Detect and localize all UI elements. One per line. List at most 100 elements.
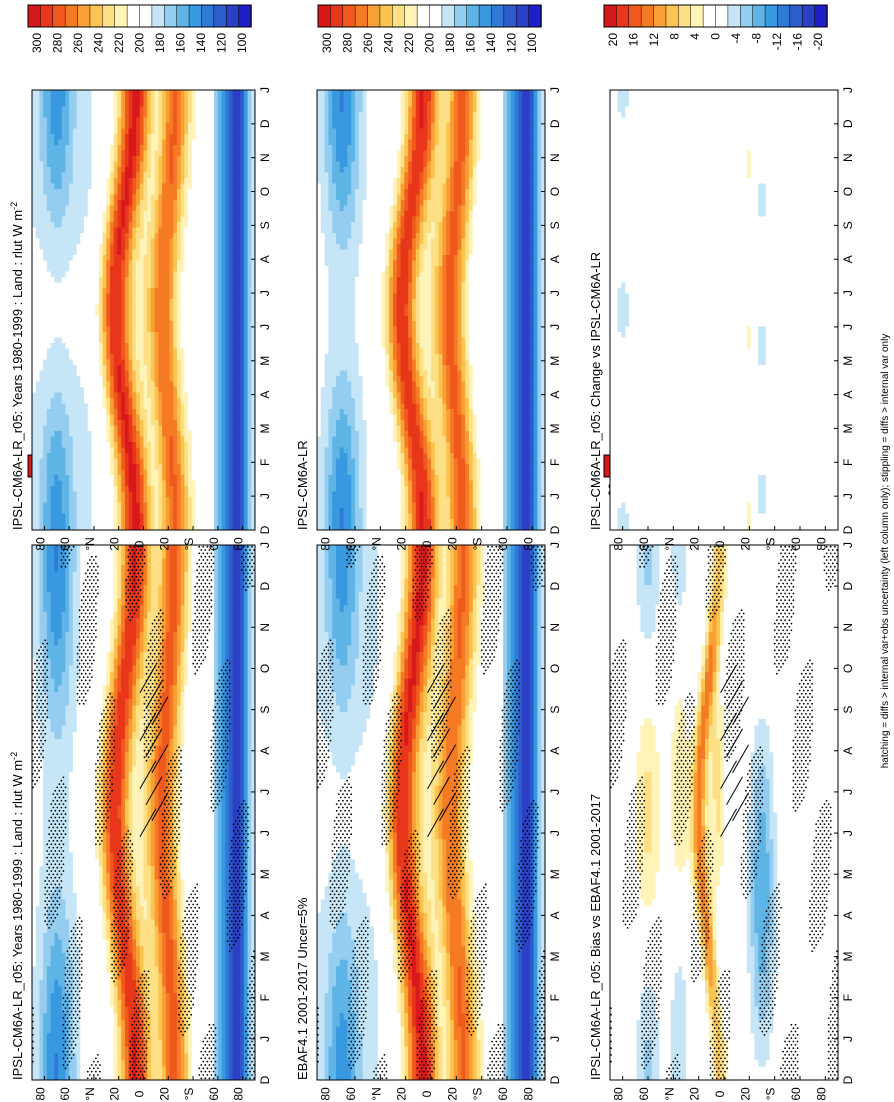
heatmap-cell <box>72 832 78 840</box>
heatmap-cell <box>199 892 204 901</box>
heatmap-cell <box>176 1053 182 1061</box>
heatmap-cell <box>98 986 104 994</box>
heatmap-cell <box>110 1059 115 1068</box>
heatmap-cell <box>132 912 137 921</box>
heatmap-cell <box>32 645 37 653</box>
heatmap-cell <box>72 698 78 707</box>
heatmap-cell <box>117 1059 122 1068</box>
heatmap-cell <box>124 906 130 914</box>
heatmap-cell <box>150 899 156 907</box>
heatmap-cell <box>162 1019 167 1028</box>
heatmap-cell <box>95 899 100 907</box>
heatmap-cell <box>61 665 67 673</box>
heatmap-cell <box>72 571 78 580</box>
heatmap-cell <box>210 1039 215 1048</box>
heatmap-cell <box>69 718 74 727</box>
heatmap-cell <box>202 725 208 733</box>
heatmap-cell <box>188 966 193 974</box>
heatmap-cell <box>162 759 167 767</box>
heatmap-cell <box>121 571 126 580</box>
heatmap-cell <box>95 692 100 700</box>
heatmap-cell <box>84 678 89 687</box>
stipple-dot <box>34 689 36 692</box>
heatmap-cell <box>58 1006 63 1014</box>
heatmap-cell <box>136 618 141 626</box>
heatmap-cell <box>113 638 119 646</box>
heatmap-cell <box>217 712 223 720</box>
heatmap-cell <box>102 545 107 553</box>
heatmap-cell <box>147 565 152 573</box>
heatmap-cell <box>43 551 48 559</box>
heatmap-cell <box>180 932 185 941</box>
heatmap-cell <box>143 578 148 586</box>
heatmap-cell <box>251 1053 255 1061</box>
heatmap-cell <box>154 645 159 653</box>
stipple-dot <box>46 863 49 866</box>
heatmap-cell <box>176 999 182 1008</box>
stipple-dot <box>44 713 47 715</box>
heatmap-cell <box>117 605 122 613</box>
heatmap-cell <box>87 645 93 653</box>
heatmap-cell <box>173 1046 178 1054</box>
heatmap-cell <box>202 765 208 773</box>
heatmap-cell <box>102 839 107 847</box>
heatmap-cell <box>91 545 96 553</box>
heatmap-cell <box>188 866 193 874</box>
stipple-dot <box>42 743 44 745</box>
heatmap-cell <box>243 832 249 840</box>
heatmap-cell <box>46 993 52 1001</box>
heatmap-cell <box>180 879 185 887</box>
heatmap-cell <box>72 892 78 901</box>
heatmap-cell <box>225 745 230 753</box>
heatmap-cell <box>165 899 171 907</box>
heatmap-cell <box>139 745 145 753</box>
heatmap-cell <box>158 886 163 894</box>
heatmap-cell <box>247 1066 252 1074</box>
heatmap-cell <box>139 845 145 854</box>
heatmap-cell <box>98 738 104 747</box>
heatmap-cell <box>113 598 119 606</box>
heatmap-cell <box>110 779 115 787</box>
heatmap-cell <box>165 772 171 780</box>
heatmap-cell <box>236 665 241 673</box>
heatmap-cell <box>236 1019 241 1028</box>
stipple-dot <box>40 713 42 715</box>
heatmap-cell <box>117 872 122 880</box>
heatmap-cell <box>95 952 100 961</box>
heatmap-cell <box>210 718 215 727</box>
heatmap-cell <box>72 899 78 907</box>
heatmap-cell <box>61 618 67 626</box>
heatmap-cell <box>199 1039 204 1048</box>
heatmap-cell <box>139 1013 145 1021</box>
heatmap-cell <box>199 672 204 680</box>
stipple-dot <box>44 913 47 916</box>
heatmap-cell <box>76 812 81 820</box>
heatmap-cell <box>195 705 200 713</box>
heatmap-cell <box>147 785 152 794</box>
heatmap-cell <box>165 672 171 680</box>
heatmap-cell <box>184 645 189 653</box>
heatmap-cell <box>199 792 204 800</box>
heatmap-cell <box>188 886 193 894</box>
heatmap-cell <box>102 725 107 733</box>
heatmap-cell <box>58 658 63 666</box>
heatmap-cell <box>217 765 223 773</box>
heatmap-cell <box>143 692 148 700</box>
heatmap-cell <box>87 825 93 834</box>
heatmap-cell <box>50 1039 55 1048</box>
heatmap-cell <box>162 685 167 693</box>
heatmap-cell <box>121 872 126 880</box>
heatmap-cell <box>69 652 74 660</box>
heatmap-cell <box>87 585 93 593</box>
heatmap-cell <box>225 845 230 854</box>
heatmap-cell <box>188 799 193 807</box>
heatmap-cell <box>117 665 122 673</box>
heatmap-cell <box>236 805 241 814</box>
heatmap-cell <box>65 993 70 1001</box>
heatmap-cell <box>228 973 234 981</box>
heatmap-cell <box>91 852 96 860</box>
heatmap-cell <box>54 571 59 580</box>
heatmap-cell <box>173 551 178 559</box>
heatmap-cell <box>176 1026 182 1034</box>
heatmap-cell <box>117 571 122 580</box>
